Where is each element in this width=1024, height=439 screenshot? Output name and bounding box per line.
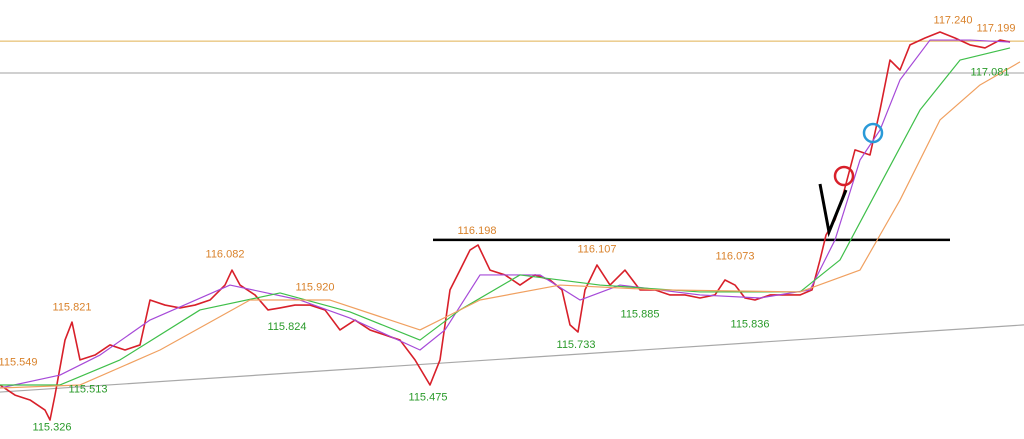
price-label: 115.836 <box>731 318 770 330</box>
price-labels: 115.549 115.326 115.821 115.513 116.082 115.9… <box>0 14 1015 433</box>
price-label: 115.475 <box>409 391 448 403</box>
price-label: 116.107 <box>578 244 617 256</box>
price-label: 115.326 <box>33 422 72 434</box>
blue-circle <box>862 122 884 144</box>
price-label: 115.733 <box>557 339 596 351</box>
price-label: 116.073 <box>716 250 755 262</box>
price-label: 115.821 <box>53 301 92 313</box>
price-label: 115.824 <box>268 321 307 333</box>
price-label: 115.549 <box>0 356 37 368</box>
red-circle <box>833 165 855 187</box>
price-label: 115.885 <box>621 308 660 320</box>
trend-line <box>0 324 1024 393</box>
price-label: 117.240 <box>934 14 973 26</box>
price-line <box>0 39 1011 389</box>
price-label: 115.513 <box>69 384 108 396</box>
drawn-annotations <box>818 122 884 238</box>
price-label: 116.198 <box>458 225 497 237</box>
v-mark <box>818 183 848 238</box>
price-label: 116.082 <box>206 249 245 261</box>
price-line <box>0 61 1021 389</box>
price-label: 117.199 <box>977 23 1016 35</box>
price-label: 115.920 <box>296 281 335 293</box>
price-label: 117.081 <box>971 67 1010 79</box>
price-line <box>0 47 1011 386</box>
plot-area <box>0 31 1024 421</box>
